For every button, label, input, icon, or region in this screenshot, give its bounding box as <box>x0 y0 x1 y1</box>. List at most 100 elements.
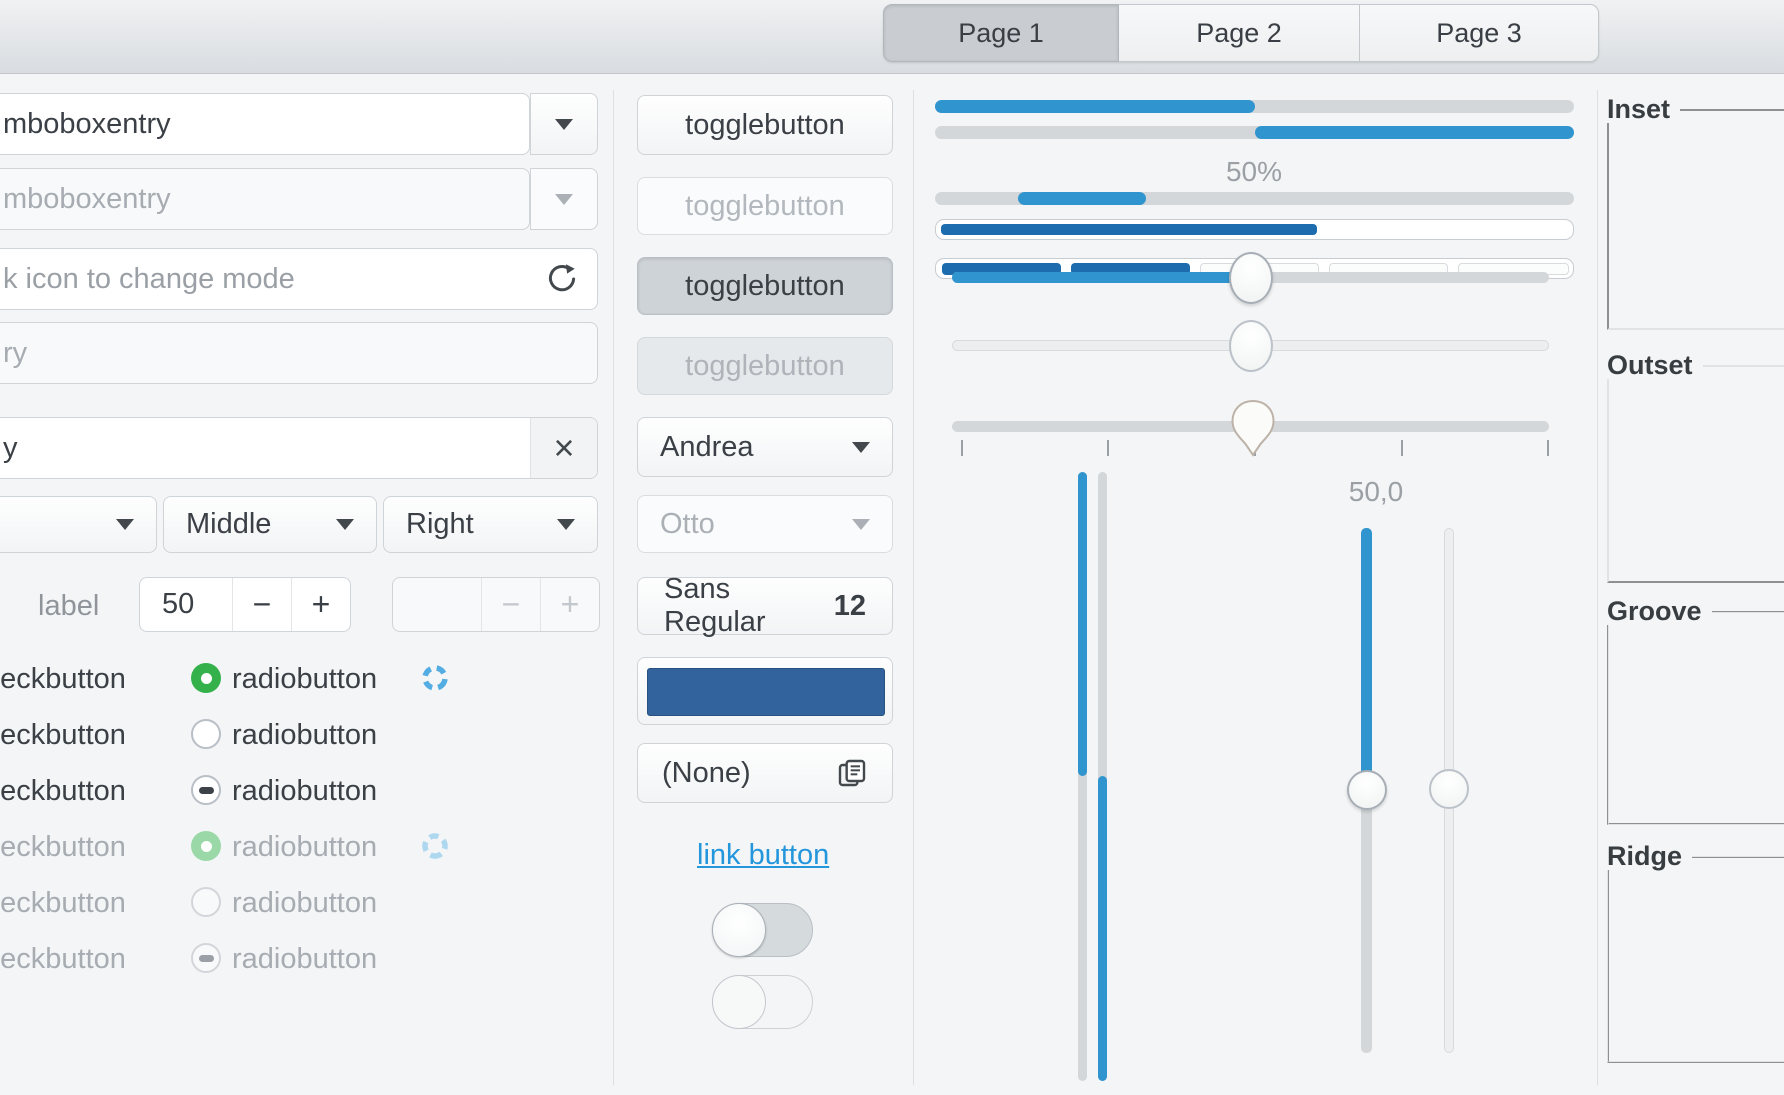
tab-page-3[interactable]: Page 3 <box>1360 4 1599 62</box>
font-button[interactable]: Sans Regular 12 <box>637 573 893 638</box>
vertical-scale-fill <box>1098 776 1107 1081</box>
frame-groove <box>1607 611 1784 825</box>
spinbutton[interactable]: 50 − + <box>139 577 351 632</box>
radiobutton-label[interactable]: radiobutton <box>232 663 378 695</box>
tab-page-2[interactable]: Page 2 <box>1119 4 1360 62</box>
radiobutton-unchecked-disabled <box>191 887 221 917</box>
chevron-down-icon <box>557 519 575 530</box>
font-button-size: 12 <box>833 589 866 622</box>
radiobutton-label[interactable]: radiobutton <box>232 775 378 807</box>
combobox-middle-value: Middle <box>186 508 272 540</box>
progressbar-pulse <box>935 192 1574 205</box>
color-swatch <box>647 668 885 716</box>
spin-plus-button[interactable]: + <box>291 578 350 631</box>
checkbutton-label[interactable]: heckbutton <box>0 775 126 807</box>
comboboxentry-disabled-dropdown-button <box>530 168 598 230</box>
spinner-icon-disabled <box>422 833 448 859</box>
chevron-down-icon <box>336 519 354 530</box>
radiobutton-unchecked[interactable] <box>191 719 221 749</box>
combobox-middle[interactable]: Middle <box>163 496 377 553</box>
separator-middle-right <box>913 90 914 1085</box>
scale-knob-pointer[interactable] <box>1231 400 1275 458</box>
comboboxentry-text: mboboxentry <box>3 107 171 140</box>
levelbar-continuous <box>935 219 1574 240</box>
progressbar <box>935 100 1574 113</box>
entry-clearable-text: y <box>3 431 18 464</box>
spin-plus-button-disabled: + <box>540 578 599 631</box>
spinner-icon <box>422 665 448 691</box>
togglebutton-pressed[interactable]: togglebutton <box>637 257 893 315</box>
radiobutton-label-disabled: radiobutton <box>232 831 378 863</box>
vertical-scale-thin[interactable] <box>1078 472 1087 1081</box>
file-chooser-button[interactable]: (None) <box>637 743 893 803</box>
radiobutton-label[interactable]: radiobutton <box>232 719 378 751</box>
scale-value-label: 50,0 <box>1348 476 1404 507</box>
comboboxentry[interactable]: mboboxentry <box>0 93 530 155</box>
combobox-name-disabled: Otto <box>637 495 893 553</box>
checkbutton-label[interactable]: heckbutton <box>0 663 126 695</box>
frame-outset-label: Outset <box>1607 352 1703 379</box>
combobox-name[interactable]: Andrea <box>637 417 893 477</box>
radiobutton-checked[interactable] <box>191 663 221 693</box>
spinbutton-disabled-value <box>393 578 481 631</box>
radiobutton-mixed[interactable] <box>191 775 221 805</box>
comboboxentry-disabled-text: mboboxentry <box>3 182 171 215</box>
spin-minus-button-disabled: − <box>481 578 540 631</box>
chevron-down-icon <box>555 193 573 205</box>
combobox-left[interactable]: t <box>0 496 157 553</box>
spinbutton-disabled: − + <box>392 577 600 632</box>
checkbutton-label-disabled: heckbutton <box>0 887 126 919</box>
radiobutton-checked-disabled <box>191 831 221 861</box>
switch-off[interactable] <box>712 903 813 957</box>
clear-icon[interactable]: × <box>530 418 597 478</box>
scale-mark <box>1401 440 1403 456</box>
icon-mode-entry-placeholder: k icon to change mode <box>3 262 295 295</box>
spin-minus-button[interactable]: − <box>232 578 291 631</box>
spinbutton-value[interactable]: 50 <box>162 588 195 620</box>
vertical-scale-knob-disabled <box>1429 769 1469 809</box>
chevron-down-icon <box>116 519 134 530</box>
combobox-right-value: Right <box>406 508 474 540</box>
progressbar-fill <box>1254 126 1574 139</box>
frame-inset-label: Inset <box>1607 96 1681 123</box>
togglebutton-normal[interactable]: togglebutton <box>637 95 893 155</box>
progressbar-inverted <box>935 126 1574 139</box>
file-chooser-value: (None) <box>662 756 751 789</box>
vertical-scale-fill <box>1078 472 1087 776</box>
progress-value-label: 50% <box>1225 156 1283 187</box>
levelbar-fill <box>941 224 1317 235</box>
frame-ridge-label: Ridge <box>1607 843 1693 870</box>
vertical-scale-thin-inverted[interactable] <box>1098 472 1107 1081</box>
icon-mode-entry[interactable]: k icon to change mode <box>0 248 598 310</box>
progressbar-pulse-segment <box>1018 192 1146 205</box>
switch-knob[interactable] <box>712 903 766 957</box>
entry-disabled-text: ry <box>3 336 28 369</box>
entry-clearable[interactable]: y × <box>0 417 598 479</box>
separator-right-frames <box>1597 90 1598 1085</box>
comboboxentry-dropdown-button[interactable] <box>530 93 598 155</box>
chevron-down-icon <box>852 441 870 453</box>
scale-mark <box>961 440 963 456</box>
tab-page-1[interactable]: Page 1 <box>883 4 1119 62</box>
checkbutton-label-disabled: heckbutton <box>0 943 126 975</box>
entry-disabled: ry <box>0 322 598 384</box>
frame-inset <box>1607 109 1784 330</box>
vertical-scale-knob[interactable] <box>1347 770 1387 810</box>
scale-knob[interactable] <box>1229 252 1273 304</box>
checkbutton-label[interactable]: heckbutton <box>0 719 126 751</box>
combobox-right[interactable]: Right <box>383 496 598 553</box>
refresh-icon[interactable] <box>527 248 597 310</box>
link-button[interactable]: link button <box>697 839 830 871</box>
checkbutton-label-disabled: heckbutton <box>0 831 126 863</box>
combobox-name-disabled-value: Otto <box>660 507 715 540</box>
radiobutton-label-disabled: radiobutton <box>232 887 378 919</box>
scale-knob-disabled <box>1229 320 1273 372</box>
switch-off-disabled <box>712 975 813 1029</box>
font-button-family: Sans Regular <box>664 573 766 638</box>
progressbar-fill <box>935 100 1255 113</box>
togglebutton-disabled: togglebutton <box>637 177 893 235</box>
radiobutton-label-disabled: radiobutton <box>232 943 378 975</box>
switch-knob <box>712 975 766 1029</box>
color-button[interactable] <box>637 657 893 725</box>
